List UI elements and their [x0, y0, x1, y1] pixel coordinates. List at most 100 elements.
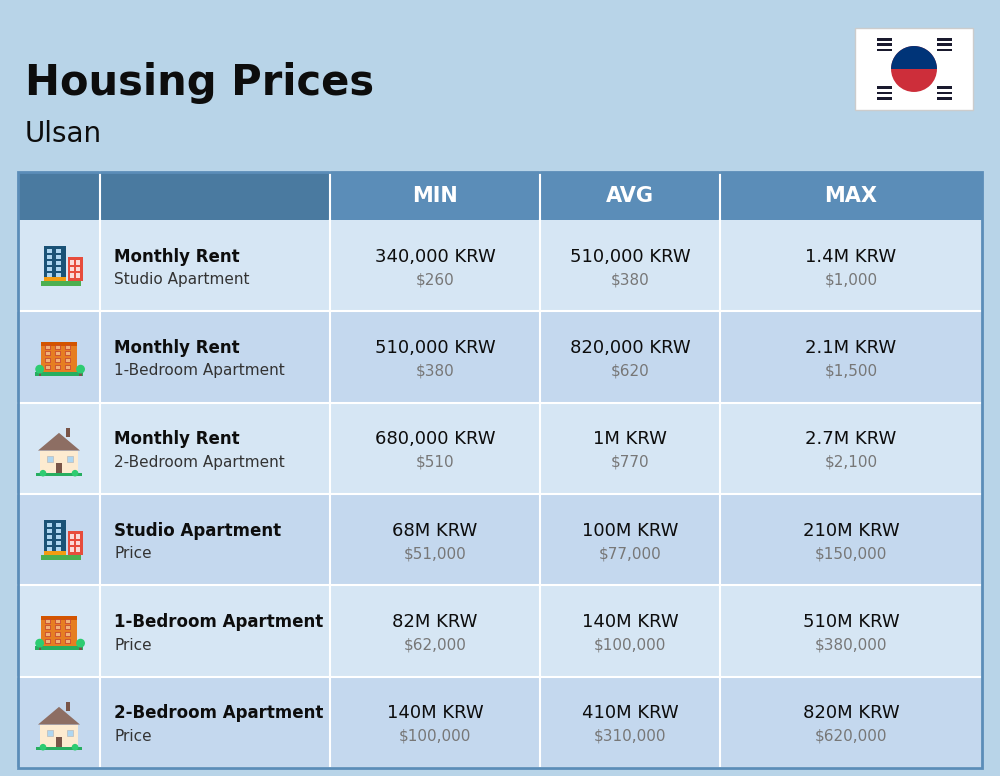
- Bar: [47, 529, 52, 533]
- Bar: [45, 345, 50, 348]
- Text: 82M KRW: 82M KRW: [392, 613, 478, 631]
- Text: 1-Bedroom Apartment: 1-Bedroom Apartment: [114, 613, 323, 631]
- Circle shape: [72, 470, 78, 476]
- Text: $380: $380: [416, 363, 454, 379]
- Bar: [55, 632, 60, 636]
- Text: $1,500: $1,500: [824, 363, 878, 379]
- Bar: [56, 249, 61, 253]
- Bar: [65, 358, 70, 362]
- Bar: [45, 639, 50, 643]
- Bar: [18, 172, 982, 768]
- Circle shape: [35, 639, 44, 648]
- Bar: [70, 547, 74, 552]
- Bar: [47, 273, 52, 277]
- Bar: [55, 639, 60, 643]
- Bar: [937, 49, 952, 51]
- Text: $260: $260: [416, 272, 454, 287]
- Circle shape: [76, 365, 85, 373]
- Bar: [39, 646, 41, 650]
- Bar: [877, 86, 892, 89]
- Text: $2,100: $2,100: [824, 455, 878, 469]
- Bar: [18, 403, 982, 494]
- Text: Monthly Rent: Monthly Rent: [114, 339, 240, 357]
- Polygon shape: [38, 707, 80, 725]
- Bar: [56, 529, 61, 533]
- Circle shape: [76, 639, 85, 648]
- Bar: [39, 372, 41, 376]
- Bar: [56, 547, 61, 551]
- Bar: [41, 341, 77, 372]
- Circle shape: [35, 365, 44, 373]
- Bar: [65, 632, 70, 636]
- Bar: [18, 494, 982, 585]
- Text: $51,000: $51,000: [404, 546, 466, 561]
- Bar: [877, 38, 892, 40]
- Bar: [68, 257, 83, 281]
- Bar: [45, 632, 50, 636]
- Bar: [65, 365, 70, 369]
- Text: $77,000: $77,000: [599, 546, 661, 561]
- Text: $100,000: $100,000: [399, 729, 471, 744]
- Text: 210M KRW: 210M KRW: [803, 521, 899, 539]
- Text: Ulsan: Ulsan: [25, 120, 102, 148]
- Text: 2-Bedroom Apartment: 2-Bedroom Apartment: [114, 705, 323, 722]
- Bar: [18, 311, 982, 403]
- Bar: [18, 172, 330, 220]
- Bar: [877, 43, 892, 46]
- Bar: [18, 677, 982, 768]
- Text: 1.4M KRW: 1.4M KRW: [805, 248, 897, 265]
- Bar: [65, 345, 70, 348]
- Bar: [44, 277, 66, 281]
- Bar: [44, 246, 66, 281]
- Bar: [56, 542, 61, 546]
- Text: AVG: AVG: [606, 186, 654, 206]
- Bar: [937, 43, 952, 46]
- Bar: [70, 534, 74, 539]
- Bar: [55, 365, 60, 369]
- Bar: [76, 260, 80, 265]
- Text: Monthly Rent: Monthly Rent: [114, 431, 240, 449]
- Text: 68M KRW: 68M KRW: [392, 521, 478, 539]
- Bar: [65, 352, 70, 355]
- Bar: [76, 534, 80, 539]
- Bar: [41, 615, 77, 646]
- Text: $770: $770: [611, 455, 649, 469]
- Bar: [70, 541, 74, 546]
- Text: 510,000 KRW: 510,000 KRW: [570, 248, 690, 265]
- Bar: [56, 736, 62, 747]
- Bar: [70, 273, 74, 278]
- Text: 1-Bedroom Apartment: 1-Bedroom Apartment: [114, 363, 285, 379]
- Circle shape: [40, 744, 46, 750]
- Text: $620: $620: [611, 363, 649, 379]
- Bar: [41, 341, 77, 346]
- Bar: [67, 456, 73, 462]
- Bar: [45, 352, 50, 355]
- Bar: [937, 92, 952, 95]
- Bar: [65, 639, 70, 643]
- Bar: [40, 451, 78, 473]
- Bar: [937, 86, 952, 89]
- Bar: [40, 725, 78, 747]
- Text: 820,000 KRW: 820,000 KRW: [570, 339, 690, 357]
- Text: Studio Apartment: Studio Apartment: [114, 521, 281, 539]
- Bar: [45, 625, 50, 629]
- Bar: [70, 260, 74, 265]
- Text: Housing Prices: Housing Prices: [25, 62, 374, 104]
- Bar: [65, 625, 70, 629]
- Text: MAX: MAX: [824, 186, 878, 206]
- Bar: [44, 520, 66, 555]
- Bar: [47, 547, 52, 551]
- Text: $620,000: $620,000: [815, 729, 887, 744]
- Bar: [47, 535, 52, 539]
- Text: $150,000: $150,000: [815, 546, 887, 561]
- Text: Monthly Rent: Monthly Rent: [114, 248, 240, 265]
- Text: 1M KRW: 1M KRW: [593, 431, 667, 449]
- Bar: [45, 365, 50, 369]
- Text: 2-Bedroom Apartment: 2-Bedroom Apartment: [114, 455, 285, 469]
- Bar: [56, 523, 61, 527]
- Bar: [41, 555, 81, 559]
- Bar: [79, 372, 82, 376]
- Circle shape: [40, 470, 46, 476]
- Bar: [56, 262, 61, 265]
- Text: $510: $510: [416, 455, 454, 469]
